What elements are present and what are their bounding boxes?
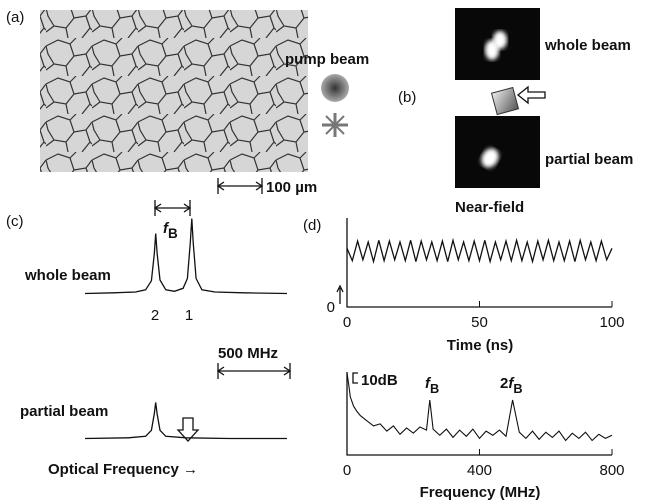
x-tick-label: 100: [599, 314, 624, 331]
micrograph-cells: [40, 10, 308, 172]
x-tick-label: 50: [471, 314, 488, 331]
hollow-arrow: [176, 417, 200, 442]
symbol-label: fB: [163, 220, 178, 241]
panel-label: (b): [398, 89, 416, 106]
panel-label: (c): [6, 213, 24, 230]
panel-label: (a): [6, 9, 24, 26]
scale-label: 10dB: [361, 372, 398, 389]
symbol-subscript: B: [430, 381, 439, 396]
scale-label: 100 µm: [266, 179, 317, 196]
axis-title: Optical Frequency →: [48, 461, 198, 478]
scale-label: 500 MHz: [218, 345, 278, 362]
symbol-subscript: B: [513, 381, 522, 396]
image-label: partial beam: [545, 151, 633, 168]
pump-spot: [321, 74, 349, 102]
polarization-arrows: [322, 113, 348, 137]
db-scale-bar: [352, 372, 358, 384]
symbol-subscript: B: [168, 226, 178, 241]
scale-bar: [216, 363, 292, 379]
zero-arrow: [336, 284, 344, 304]
beam-spot: [493, 31, 507, 49]
x-tick-label: 0: [343, 462, 351, 479]
peak-label: 2: [151, 307, 159, 324]
x-tick-label: 800: [599, 462, 624, 479]
x-tick-label: 0: [343, 314, 351, 331]
data-line: [84, 402, 287, 440]
symbol-label: 2fB: [500, 375, 523, 396]
beam-spot: [481, 148, 499, 168]
data-line: [84, 218, 288, 295]
series-label: partial beam: [20, 403, 108, 420]
hollow-arrow: [516, 85, 546, 105]
scale-bar: [216, 178, 264, 194]
series-label: whole beam: [24, 267, 111, 284]
aperture: [490, 86, 520, 116]
panel-label: (d): [303, 217, 321, 234]
symbol: f: [425, 375, 432, 392]
axis-title: Time (ns): [447, 337, 513, 354]
data-line: [346, 237, 613, 265]
image-label: whole beam: [544, 37, 631, 54]
symbol-prefix: 2: [500, 375, 508, 392]
spacing-marker: [153, 200, 192, 216]
axis-title: Frequency (MHz): [420, 484, 541, 500]
symbol-label: fB: [425, 375, 439, 396]
image-caption: Near-field: [455, 199, 524, 216]
peak-label: 1: [185, 307, 193, 324]
x-tick-label: 400: [467, 462, 492, 479]
y-tick-label: 0: [327, 299, 335, 316]
symbol: f: [163, 220, 170, 237]
symbol: f: [508, 375, 515, 392]
pump-beam-label: pump beam: [285, 51, 369, 68]
data-line: [346, 372, 613, 442]
